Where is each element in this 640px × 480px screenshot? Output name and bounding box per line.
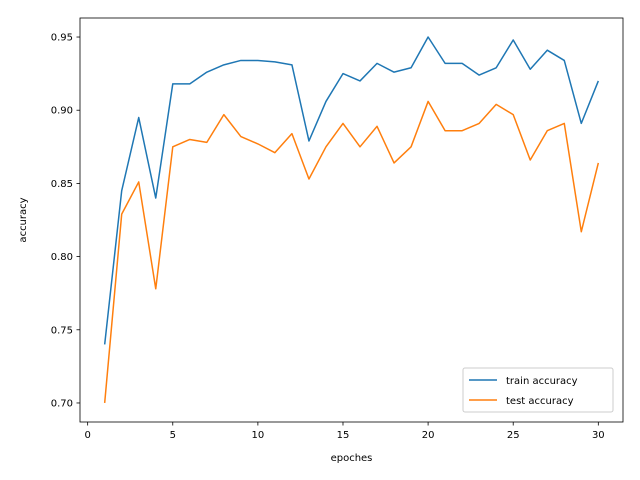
y-axis-ticks: 0.70 0.75 0.80 0.85 0.90 0.95 [51,33,80,409]
plot-lines [103,36,600,404]
x-tick-label: 30 [592,430,605,441]
x-tick-label: 20 [422,430,435,441]
legend: train accuracy test accuracy [462,367,614,413]
y-tick-label: 0.85 [51,179,73,190]
x-tick-label: 5 [170,430,176,441]
x-tick-label: 0 [84,430,90,441]
x-tick-label: 15 [337,430,350,441]
plot-frame [79,17,624,423]
y-tick-label: 0.90 [51,106,73,117]
y-tick-label: 0.80 [51,252,73,263]
y-tick-label: 0.70 [51,398,73,409]
x-tick-label: 10 [252,430,265,441]
x-axis-ticks: 0 5 10 15 20 25 30 [84,422,605,441]
legend-box [462,367,614,413]
series-line-test [103,100,600,404]
legend-label-test: test accuracy [506,396,574,407]
legend-label-train: train accuracy [506,376,578,387]
y-tick-label: 0.95 [51,33,73,44]
x-tick-label: 25 [507,430,520,441]
x-axis-label: epoches [331,453,373,464]
y-tick-label: 0.75 [51,325,73,336]
y-axis-label: accuracy [18,197,29,242]
series-line-train [103,36,600,345]
